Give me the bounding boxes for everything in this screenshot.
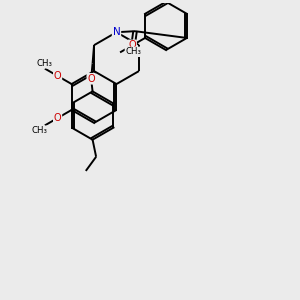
Text: O: O (128, 40, 136, 50)
Text: N: N (112, 27, 120, 37)
Text: CH₃: CH₃ (125, 47, 141, 56)
Text: O: O (54, 71, 61, 81)
Text: O: O (130, 46, 137, 56)
Text: O: O (87, 74, 95, 84)
Text: O: O (54, 113, 61, 123)
Text: CH₃: CH₃ (32, 126, 47, 135)
Text: CH₃: CH₃ (37, 59, 53, 68)
